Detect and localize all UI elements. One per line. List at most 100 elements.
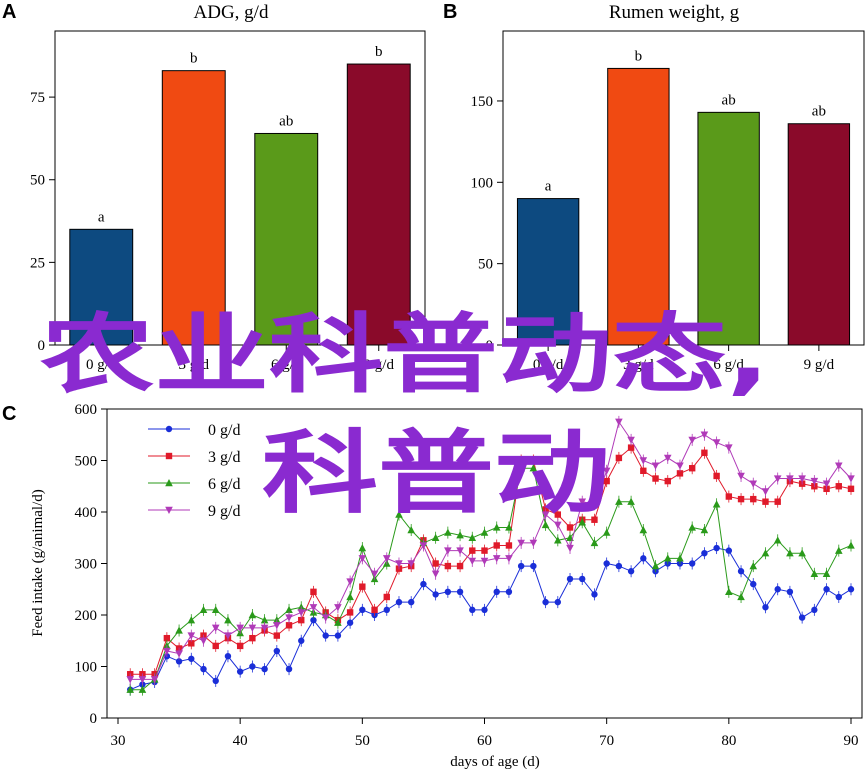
panel-b-bars: 0 50 100 150 a 0 g/d b 3 g/d ab 6 g/d ab 9 g/d: [471, 48, 851, 373]
panel-c-point: [249, 634, 256, 642]
panel-c-point: [615, 497, 623, 505]
panel-c-point: [847, 586, 855, 593]
panel-c-point: [640, 467, 647, 474]
panel-c-ytick-label: 100: [75, 660, 98, 676]
panel-c-ytick-label: 200: [75, 608, 98, 624]
panel-c-point: [651, 562, 660, 570]
panel-a-sig-label: ab: [279, 113, 293, 129]
panel-c-point: [163, 634, 171, 642]
panel-a-sig-label: a: [98, 209, 105, 225]
panel-c-xtick-label: 70: [599, 733, 614, 749]
panel-c-point: [700, 431, 709, 439]
panel-c-point: [823, 586, 830, 593]
panel-c-point: [529, 464, 538, 472]
panel-c-point: [615, 562, 623, 570]
panel-c-point: [786, 588, 794, 596]
panel-c-point: [468, 533, 477, 541]
panel-c-point: [469, 547, 476, 554]
panel-b-bar: [607, 67, 670, 346]
panel-c-legend-marker: [165, 506, 173, 514]
panel-c-point: [640, 555, 647, 562]
panel-c-point: [762, 498, 769, 505]
panel-a: A ADG, g/d 0 25 50 75 a 0 g/d b 3 g/d ab 6 g/d b 9 …: [2, 1, 426, 373]
panel-c-point: [309, 604, 318, 612]
panel-c-point: [334, 632, 342, 639]
panel-c-point: [578, 498, 587, 506]
panel-c-point: [773, 475, 782, 483]
panel-c-point: [810, 569, 819, 577]
panel-c-point: [419, 542, 428, 550]
watermark-line-1: 农业科普动态,: [40, 305, 770, 405]
panel-c-point: [408, 598, 415, 606]
panel-c-point: [480, 528, 489, 536]
panel-c-point: [126, 676, 135, 684]
panel-c-point: [810, 477, 819, 486]
panel-c-point: [627, 444, 635, 451]
panel-c-legend-marker: [165, 479, 173, 487]
panel-c-point: [346, 578, 354, 586]
panel-c-legend-label: 3 g/d: [208, 449, 240, 466]
panel-b-xtick-label: 9 g/d: [804, 357, 835, 373]
panel-c-ylabel: Feed intake (g/animal/d): [30, 489, 46, 636]
panel-c-point: [481, 547, 488, 554]
panel-c-point: [822, 569, 831, 577]
panel-c-point: [517, 464, 525, 472]
panel-c-xtick-label: 30: [111, 733, 126, 749]
panel-c-point: [138, 685, 147, 693]
panel-c-point: [273, 632, 281, 639]
panel-c-legend-label: 6 g/d: [208, 476, 240, 493]
panel-a-bar: [346, 63, 411, 346]
panel-c-point: [652, 475, 659, 482]
panel-c-point: [798, 475, 806, 483]
panel-c-point: [774, 586, 781, 593]
panel-c-point: [310, 616, 317, 624]
panel-c-point: [199, 605, 208, 614]
panel-c-point: [383, 606, 390, 614]
panel-c-point: [138, 676, 147, 684]
panel-c-point: [834, 546, 843, 554]
panel-a-ytick-label: 25: [30, 255, 45, 271]
panel-c-point: [835, 483, 842, 490]
panel-c-point: [469, 606, 476, 614]
panel-c-point: [822, 480, 831, 488]
panel-b-letter: B: [443, 1, 457, 23]
panel-c-point: [126, 685, 135, 693]
panel-c-point: [285, 605, 293, 614]
panel-c-point: [493, 588, 500, 596]
panel-b: B Rumen weight, g 0 50 100 150 a 0 g/d b 3 g/d a…: [443, 1, 865, 373]
panel-c-point: [407, 560, 415, 568]
panel-c-point: [444, 528, 452, 536]
panel-c-point: [750, 495, 757, 503]
panel-c-point: [737, 495, 745, 503]
panel-c-point: [359, 583, 366, 590]
panel-c-legend-marker: [165, 425, 173, 433]
panel-a-bar: [254, 132, 319, 346]
panel-a-letter: A: [2, 1, 16, 23]
panel-c-legend-marker: [165, 452, 173, 460]
panel-c-point: [407, 526, 415, 534]
panel-c-point: [224, 616, 232, 624]
panel-c-point: [505, 555, 513, 563]
panel-b-bar: [516, 198, 580, 346]
panel-c-point: [786, 549, 794, 557]
panel-c-point: [285, 614, 293, 622]
panel-c-point: [590, 501, 599, 509]
panel-c-point: [627, 568, 635, 575]
panel-c-point: [249, 663, 256, 670]
panel-c-point: [590, 538, 599, 547]
panel-c-point: [541, 520, 550, 529]
panel-c-point: [627, 497, 635, 505]
panel-c-point: [199, 637, 208, 645]
panel-c-point: [517, 539, 525, 547]
panel-a-sig-label: b: [375, 44, 383, 60]
panel-c-point: [456, 547, 464, 555]
panel-c-point: [431, 533, 440, 541]
panel-c-point: [175, 626, 183, 634]
panel-c-point: [847, 485, 855, 493]
panel-c-point: [188, 640, 195, 647]
panel-c-point: [603, 560, 610, 567]
panel-c-point: [713, 544, 720, 552]
panel-c-point: [554, 536, 562, 544]
panel-a-xtick-label: 0 g/d: [86, 357, 117, 373]
